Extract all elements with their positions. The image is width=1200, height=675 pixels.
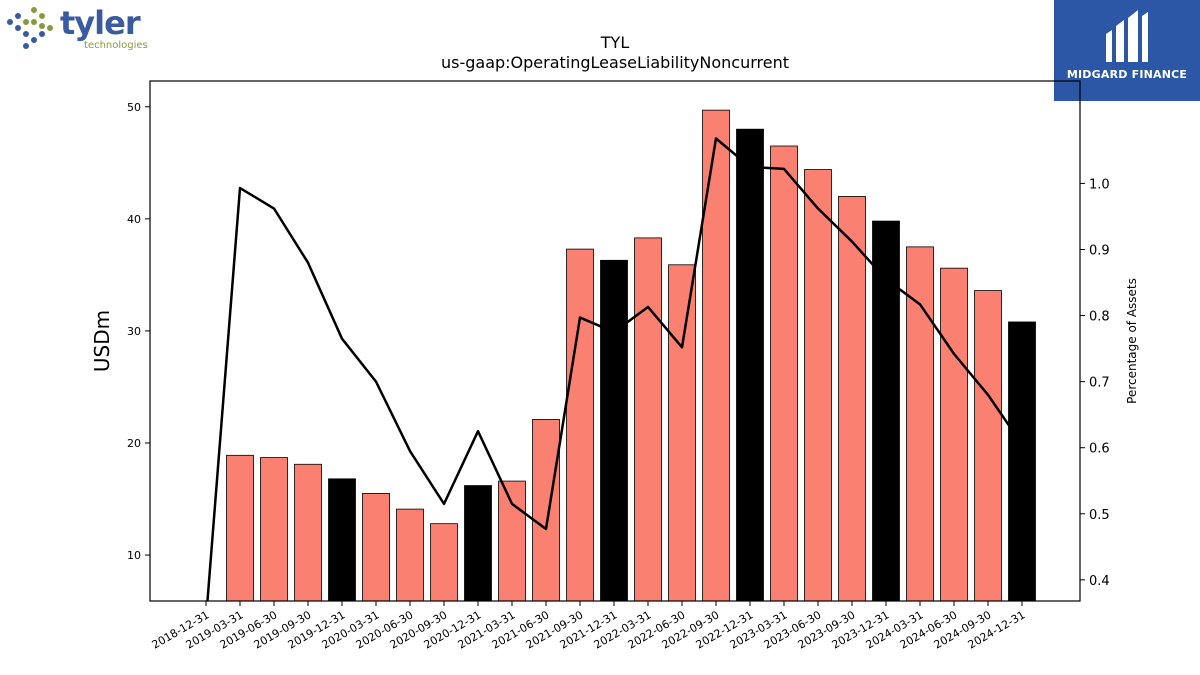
bar-2021-03-31 [498, 480, 526, 601]
bar-2022-06-30 [668, 264, 696, 601]
bar-2019-03-31 [226, 454, 254, 601]
y-tick-label-20: 20 [127, 437, 141, 450]
bar-2023-03-31 [770, 145, 798, 601]
chart-subtitle: us-gaap:OperatingLeaseLiabilityNoncurren… [441, 53, 789, 72]
bar-2024-03-31 [906, 246, 934, 601]
bar-2021-12-31 [600, 259, 628, 601]
plot-area: 10203040500.40.50.60.70.80.91.02018-12-3… [127, 80, 1110, 652]
y2-tick-label-0.6: 0.6 [1089, 442, 1110, 457]
bar-2020-03-31 [362, 493, 390, 601]
y2-tick-label-1: 1.0 [1089, 177, 1110, 192]
midgard-mark-icon [1106, 10, 1148, 62]
bar-2022-03-31 [634, 237, 662, 601]
y2-tick-label-0.5: 0.5 [1089, 508, 1110, 523]
bar-2024-06-30 [940, 267, 968, 601]
bar-2022-12-31 [736, 128, 764, 601]
bar-2021-09-30 [566, 248, 594, 601]
y-tick-label-50: 50 [127, 101, 141, 114]
y-tick-label-40: 40 [127, 213, 141, 226]
y-tick-label-30: 30 [127, 325, 141, 338]
bar-2019-06-30 [260, 457, 288, 601]
bar-2023-06-30 [804, 169, 832, 601]
y-tick-label-10: 10 [127, 549, 141, 562]
bar-2024-12-31 [1008, 321, 1036, 601]
midgard-logo: MIDGARD FINANCE [1054, 0, 1200, 101]
y2-tick-label-0.9: 0.9 [1089, 243, 1110, 258]
bar-2019-12-31 [328, 478, 356, 601]
bar-2020-12-31 [464, 485, 492, 601]
y-axis-label: USDm [90, 310, 114, 372]
bar-2021-06-30 [532, 419, 560, 601]
y2-tick-label-0.7: 0.7 [1089, 376, 1110, 391]
percentage-line [206, 137, 1024, 601]
bar-2020-06-30 [396, 508, 424, 601]
chart-title: TYL [600, 33, 630, 52]
tyler-logo: tyler technologies [4, 4, 154, 54]
bar-2024-09-30 [974, 290, 1002, 601]
y2-tick-label-0.8: 0.8 [1089, 310, 1110, 325]
bar-2020-09-30 [430, 523, 458, 601]
bar-2023-09-30 [838, 196, 866, 601]
bar-2019-09-30 [294, 463, 322, 601]
midgard-wordmark: MIDGARD FINANCE [1066, 68, 1188, 81]
bar-2022-09-30 [702, 109, 730, 601]
plot-frame [149, 80, 1081, 602]
y2-axis-label: Percentage of Assets [1125, 278, 1139, 404]
tyler-subtext: technologies [84, 40, 148, 51]
tyler-wordmark: tyler [60, 4, 141, 42]
tyler-dots-icon [7, 7, 53, 49]
y2-tick-label-0.4: 0.4 [1089, 574, 1110, 589]
